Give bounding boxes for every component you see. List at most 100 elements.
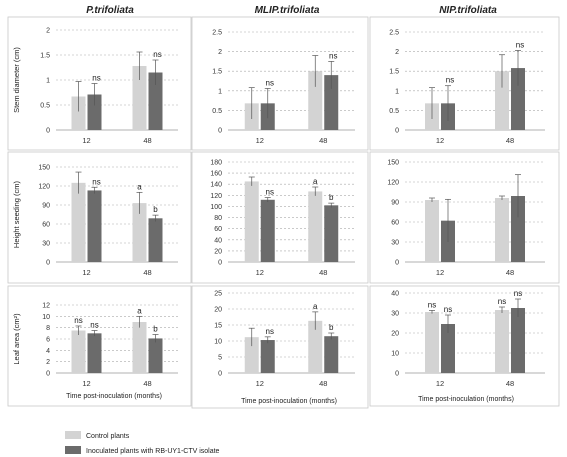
bar bbox=[308, 191, 323, 262]
bar bbox=[511, 196, 525, 262]
x-category-label: 48 bbox=[319, 268, 327, 277]
y-tick-label: 0 bbox=[46, 260, 50, 267]
column-title-nip-trifoliata: NIP.trifoliata bbox=[439, 5, 497, 16]
significance-label: ns bbox=[92, 74, 100, 83]
x-category-label: 48 bbox=[319, 136, 327, 145]
y-tick-label: 0 bbox=[46, 128, 50, 135]
y-axis-label: Stem diameter (cm) bbox=[12, 47, 21, 113]
bar bbox=[148, 218, 163, 262]
y-tick-label: 20 bbox=[214, 248, 222, 255]
significance-label: ns bbox=[266, 78, 274, 87]
y-tick-label: 140 bbox=[210, 182, 222, 189]
y-tick-label: 2 bbox=[46, 28, 50, 35]
y-tick-label: 40 bbox=[214, 237, 222, 244]
x-category-label: 48 bbox=[506, 379, 514, 388]
y-tick-label: 0 bbox=[218, 371, 222, 378]
significance-label: ns bbox=[266, 327, 274, 336]
chart-panel-p-height: 0 30 60 90 120 150 Height seeding (cm) ns 12 a b 48 bbox=[7, 151, 192, 284]
y-tick-label: 1 bbox=[395, 88, 399, 95]
bar bbox=[132, 203, 147, 262]
bar bbox=[71, 96, 86, 130]
legend: Control plants Inoculated plants with RB… bbox=[65, 431, 220, 455]
panel-frame bbox=[7, 16, 192, 151]
x-category-label: 12 bbox=[82, 379, 90, 388]
y-axis-label: Height seeding (cm) bbox=[12, 180, 21, 248]
significance-label: ns bbox=[428, 300, 436, 309]
panel-frame bbox=[369, 285, 560, 407]
bar bbox=[260, 340, 275, 373]
y-tick-label: 0.5 bbox=[212, 108, 222, 115]
y-tick-label: 8 bbox=[46, 325, 50, 332]
significance-label: b bbox=[329, 323, 334, 332]
y-tick-label: 10 bbox=[42, 314, 50, 321]
bar bbox=[324, 205, 339, 262]
y-tick-label: 30 bbox=[42, 241, 50, 248]
y-tick-label: 2 bbox=[218, 49, 222, 56]
legend-label-inoculated: Inoculated plants with RB-UY1-CTV isolat… bbox=[86, 448, 220, 455]
bar bbox=[324, 75, 339, 130]
y-tick-label: 60 bbox=[214, 226, 222, 233]
significance-label: ns bbox=[516, 40, 524, 49]
panel-frame bbox=[7, 151, 192, 284]
y-tick-label: 90 bbox=[42, 203, 50, 210]
y-tick-label: 1 bbox=[218, 88, 222, 95]
chart-panel-p-stem: 0 0.5 1 1.5 2 Stem diameter (cm) ns 12 ns 48 bbox=[7, 16, 192, 151]
y-tick-label: 20 bbox=[391, 331, 399, 338]
bar bbox=[495, 71, 509, 130]
y-tick-label: 180 bbox=[210, 160, 222, 167]
significance-label: ns bbox=[74, 316, 82, 325]
y-tick-label: 2 bbox=[46, 359, 50, 366]
chart-panel-n-stem: 0 0.5 1 1.5 2 2.5 ns 12 ns 48 bbox=[369, 16, 560, 151]
significance-label: ns bbox=[92, 177, 100, 186]
y-tick-label: 4 bbox=[46, 348, 50, 355]
bar bbox=[308, 320, 323, 373]
significance-label: ns bbox=[514, 289, 522, 298]
y-tick-label: 120 bbox=[210, 193, 222, 200]
legend-label-control: Control plants bbox=[86, 433, 130, 440]
y-tick-label: 0 bbox=[395, 128, 399, 135]
bar bbox=[495, 198, 509, 262]
y-tick-label: 2.5 bbox=[389, 30, 399, 37]
bar bbox=[148, 338, 163, 373]
significance-label: a bbox=[313, 177, 318, 186]
x-category-label: 12 bbox=[436, 379, 444, 388]
significance-label: ns bbox=[444, 305, 452, 314]
bar bbox=[511, 68, 525, 130]
bar bbox=[244, 181, 259, 262]
y-tick-label: 2.5 bbox=[212, 30, 222, 37]
y-tick-label: 10 bbox=[391, 351, 399, 358]
bar bbox=[244, 337, 259, 373]
x-category-label: 12 bbox=[82, 136, 90, 145]
bar bbox=[71, 330, 86, 373]
x-category-label: 48 bbox=[143, 136, 151, 145]
x-axis-label-p: Time post-inoculation (months) bbox=[66, 393, 162, 400]
significance-label: b bbox=[329, 193, 334, 202]
panel-frame bbox=[7, 285, 192, 407]
y-tick-label: 150 bbox=[387, 160, 399, 167]
bar bbox=[87, 94, 102, 130]
x-category-label: 48 bbox=[143, 379, 151, 388]
significance-label: ns bbox=[446, 76, 454, 85]
y-tick-label: 10 bbox=[214, 339, 222, 346]
y-tick-label: 12 bbox=[42, 303, 50, 310]
bar bbox=[308, 71, 323, 130]
legend-swatch-control bbox=[65, 431, 81, 439]
bar bbox=[71, 182, 86, 262]
x-category-label: 48 bbox=[506, 136, 514, 145]
panel-frame bbox=[369, 16, 560, 151]
y-tick-label: 6 bbox=[46, 337, 50, 344]
y-tick-label: 1.5 bbox=[212, 69, 222, 76]
y-tick-label: 30 bbox=[391, 311, 399, 318]
y-tick-label: 1.5 bbox=[40, 53, 50, 60]
significance-label: ns bbox=[266, 188, 274, 197]
x-category-label: 12 bbox=[82, 268, 90, 277]
y-tick-label: 150 bbox=[38, 165, 50, 172]
chart-panel-m-stem: 0 0.5 1 1.5 2 2.5 ns 12 ns 48 bbox=[191, 16, 369, 151]
significance-label: ns bbox=[498, 297, 506, 306]
y-tick-label: 0 bbox=[218, 128, 222, 135]
x-category-label: 12 bbox=[256, 379, 264, 388]
bar bbox=[87, 190, 102, 262]
panel-frame bbox=[191, 285, 369, 409]
y-tick-label: 80 bbox=[214, 215, 222, 222]
